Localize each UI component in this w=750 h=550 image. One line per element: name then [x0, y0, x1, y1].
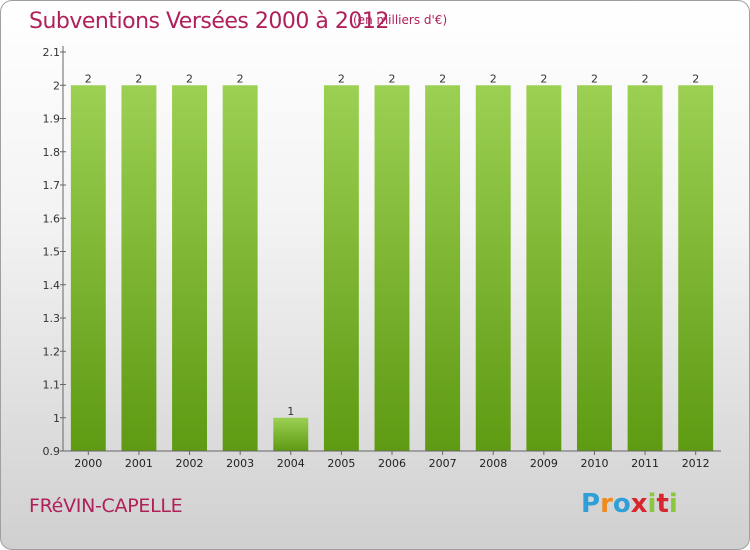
logo-letter: P	[581, 489, 601, 519]
logo-letter: o	[612, 489, 631, 519]
x-tick-label: 2007	[429, 457, 457, 470]
x-tick-label: 2006	[378, 457, 406, 470]
y-tick-label: 1.9	[43, 113, 61, 126]
bar-value-label: 2	[237, 72, 244, 85]
bar-value-label: 2	[338, 72, 345, 85]
x-tick-label: 2003	[226, 457, 254, 470]
bar-value-label: 2	[642, 72, 649, 85]
chart-subtitle: (en milliers d'€)	[353, 13, 448, 27]
y-tick-label: 1.2	[43, 345, 61, 358]
bar	[425, 85, 461, 451]
y-tick-label: 2.1	[43, 46, 61, 59]
x-tick-label: 2001	[125, 457, 153, 470]
bar	[172, 85, 208, 451]
logo-letter: t	[656, 489, 669, 519]
bars-group: 2 2 2 2 1 2 2 2 2 2 2 2 2	[70, 72, 714, 451]
bar	[627, 85, 663, 451]
bar	[121, 85, 157, 451]
x-tick-label: 2002	[176, 457, 204, 470]
x-tick-label: 2004	[277, 457, 305, 470]
x-tick-label: 2000	[74, 457, 102, 470]
x-tick-label: 2009	[530, 457, 558, 470]
bar-value-label: 2	[186, 72, 193, 85]
bar-value-label: 2	[490, 72, 497, 85]
bar	[374, 85, 410, 451]
bar-value-label: 2	[389, 72, 396, 85]
chart-title: Subventions Versées 2000 à 2012	[29, 9, 389, 34]
x-tick-label: 2005	[327, 457, 355, 470]
bar	[222, 85, 258, 451]
x-tick-label: 2010	[580, 457, 608, 470]
bar-value-label: 2	[85, 72, 92, 85]
bar	[576, 85, 612, 451]
x-tick-label: 2008	[479, 457, 507, 470]
bar	[273, 417, 309, 451]
bar-value-label: 2	[591, 72, 598, 85]
y-tick-label: 2	[53, 79, 60, 92]
bar-value-label: 2	[692, 72, 699, 85]
y-tick-label: 1.7	[43, 179, 61, 192]
bar	[475, 85, 511, 451]
y-tick-label: 1.1	[43, 379, 61, 392]
logo-letter: i	[647, 489, 657, 519]
x-tick-label: 2011	[631, 457, 659, 470]
y-tick-label: 1.8	[43, 146, 61, 159]
x-axis: 2000 2001 2002 2003 2004 2005 2006 2007 2008 2009…	[63, 450, 721, 470]
proxiti-logo: Proxiti	[581, 489, 678, 519]
y-axis: 0.9 1 1.1 1.2 1.3 1.4 1.5 1.6 1.7 1.8 1.9 2 2.1	[43, 46, 66, 458]
logo-letter: r	[600, 489, 613, 519]
bar-value-label: 1	[287, 405, 294, 418]
bar	[678, 85, 714, 451]
y-tick-label: 1	[53, 412, 60, 425]
bar-value-label: 2	[540, 72, 547, 85]
bar	[70, 85, 106, 451]
bar	[323, 85, 359, 451]
logo-letter: x	[630, 489, 648, 519]
y-tick-label: 1.6	[43, 212, 61, 225]
bar	[526, 85, 562, 451]
bar-value-label: 2	[439, 72, 446, 85]
commune-name: FRéVIN-CAPELLE	[29, 495, 183, 517]
y-tick-label: 1.5	[43, 246, 61, 259]
bar-value-label: 2	[135, 72, 142, 85]
y-tick-label: 0.9	[43, 445, 61, 458]
y-tick-label: 1.3	[43, 312, 61, 325]
x-tick-label: 2012	[682, 457, 710, 470]
y-tick-label: 1.4	[43, 279, 61, 292]
logo-letter: i	[668, 489, 678, 519]
